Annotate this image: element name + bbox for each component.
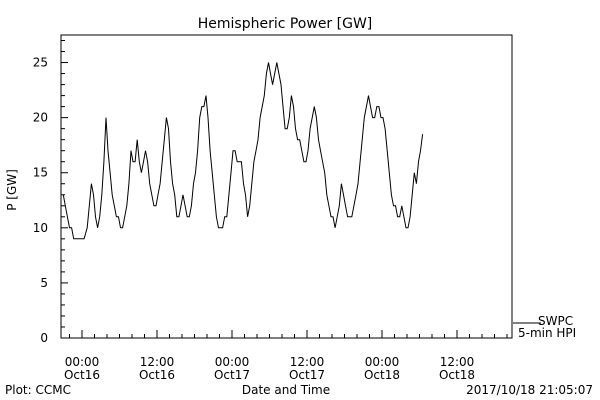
- x-tick-label-time: 00:00: [65, 355, 100, 369]
- y-axis-ticks: 0 5 10 15 20 25: [33, 40, 68, 345]
- footer-timestamp: 2017/10/18 21:05:07: [466, 383, 593, 397]
- y-tick-label: 0: [40, 331, 48, 345]
- x-tick-label-date: Oct17: [214, 368, 250, 382]
- x-tick-label-date: Oct16: [64, 368, 100, 382]
- legend: SWPC 5-min HPI: [513, 314, 576, 340]
- chart-title: Hemispheric Power [GW]: [198, 16, 373, 32]
- power-series-line: [62, 62, 424, 240]
- y-tick-label: 15: [33, 166, 48, 180]
- x-tick-label-time: 12:00: [290, 355, 325, 369]
- legend-label-hpi: 5-min HPI: [518, 326, 576, 340]
- x-tick-label-time: 00:00: [365, 355, 400, 369]
- x-tick-label-date: Oct18: [364, 368, 400, 382]
- x-tick-label-date: Oct17: [289, 368, 325, 382]
- y-tick-label: 25: [33, 56, 48, 70]
- x-tick-label-time: 00:00: [215, 355, 250, 369]
- legend-label-swpc: SWPC: [538, 314, 573, 328]
- x-tick-label-date: Oct18: [439, 368, 475, 382]
- x-axis-ticks: 00:00Oct1612:00Oct1600:00Oct1712:00Oct17…: [64, 330, 508, 382]
- x-tick-label-time: 12:00: [140, 355, 175, 369]
- x-tick-label-date: Oct16: [139, 368, 175, 382]
- y-tick-label: 10: [33, 221, 48, 235]
- y-tick-label: 20: [33, 111, 48, 125]
- footer-plot-credit: Plot: CCMC: [5, 383, 71, 397]
- x-axis-label: Date and Time: [242, 383, 330, 397]
- y-tick-label: 5: [40, 276, 48, 290]
- plot-frame: [60, 34, 513, 339]
- y-axis-label: P [GW]: [5, 169, 19, 211]
- x-tick-label-time: 12:00: [440, 355, 475, 369]
